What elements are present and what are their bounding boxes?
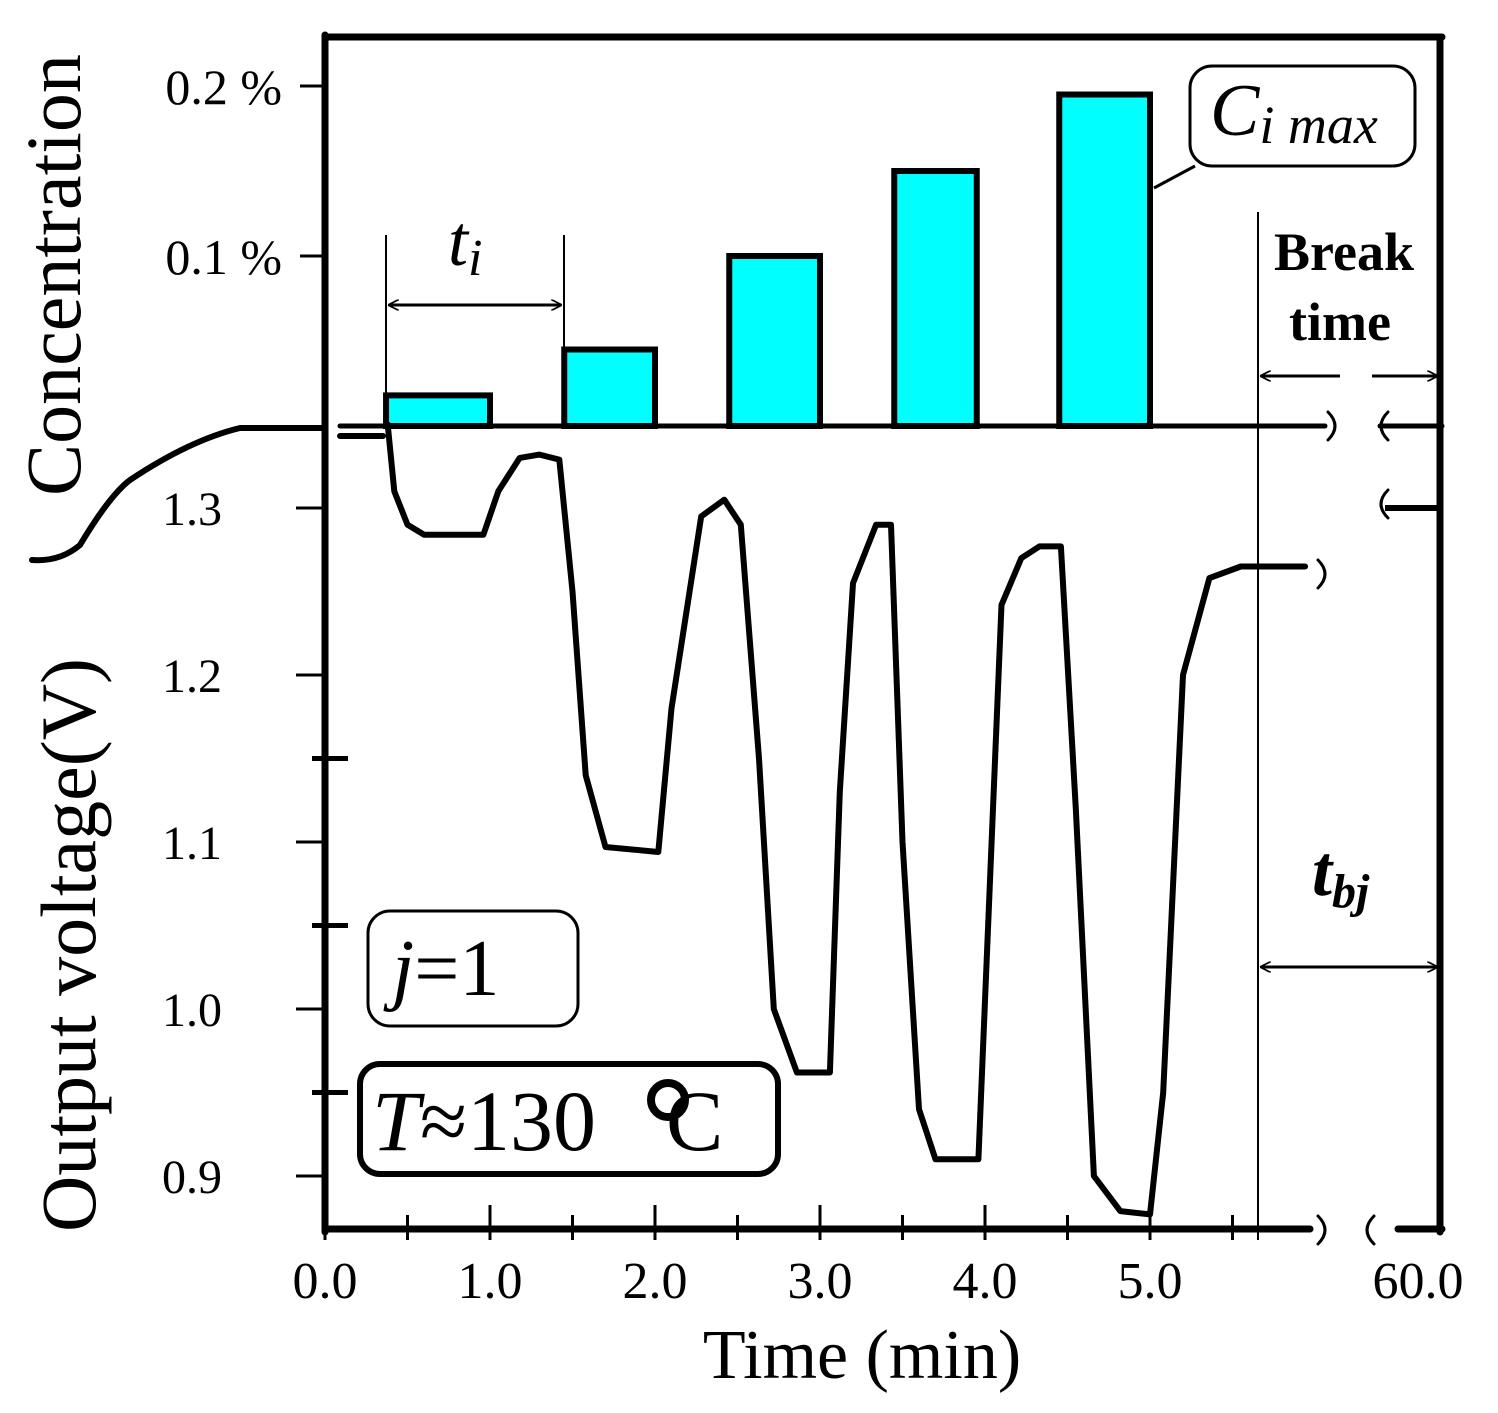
- temperature-label: T≈130 C: [372, 1073, 723, 1169]
- tbj-label-main: t: [1312, 831, 1334, 911]
- concentration-axis-title: Concentration: [10, 54, 97, 496]
- j-label-value: =1: [414, 925, 499, 1013]
- cmax-label-box: [1188, 64, 1417, 168]
- x-axis-title: Time (min): [703, 1317, 1021, 1394]
- concentration-bar: [383, 392, 493, 429]
- break-mark-bottom-left: [1316, 1214, 1327, 1246]
- x-tick-label: 60.0: [1373, 1253, 1464, 1310]
- break-mark-bottom-right: [1365, 1214, 1376, 1246]
- ti-label: ti: [448, 201, 482, 287]
- break-mark-top-right: [1379, 410, 1390, 442]
- break-mark-top-left: [1326, 410, 1337, 442]
- y-tick-label: 0.9: [162, 1151, 222, 1204]
- pre-baseline-curve: [29, 425, 386, 564]
- break-time-label-1: Break: [1274, 222, 1414, 282]
- cmax-leader: [1153, 164, 1196, 190]
- y-tick-label: 1.2: [162, 650, 222, 703]
- concentration-ticks: 0.2 % 0.1 %: [165, 59, 325, 285]
- concentration-bars: [383, 91, 1153, 429]
- x-tick-label: 1.0: [458, 1253, 523, 1310]
- concentration-bar: [726, 253, 823, 429]
- y-ticks: 1.3 1.2 1.1 1.0 0.9: [162, 483, 348, 1204]
- y-tick-label: 1.3: [162, 483, 222, 536]
- ti-label-main: t: [448, 201, 470, 281]
- x-tick-label: 2.0: [623, 1253, 688, 1310]
- break-mark-curve-left: [1316, 558, 1327, 590]
- concentration-bar: [891, 168, 980, 429]
- concentration-tick-label: 0.2 %: [165, 59, 282, 115]
- y-tick-label: 1.1: [162, 817, 222, 870]
- temperature-var: T: [372, 1073, 425, 1169]
- j-label: j=1: [383, 925, 499, 1013]
- temperature-value: ≈130: [420, 1073, 596, 1169]
- x-tick-label: 0.0: [293, 1253, 358, 1310]
- voltage-line: [384, 421, 1309, 1218]
- cmax-label: Ci max: [1210, 70, 1378, 155]
- x-tick-label: 4.0: [953, 1253, 1018, 1310]
- x-tick-label: 3.0: [788, 1253, 853, 1310]
- y-axis-title: Output voltage(V): [25, 658, 112, 1232]
- concentration-bar: [1056, 91, 1153, 429]
- break-time-label-2: time: [1289, 292, 1391, 352]
- concentration-bar: [561, 346, 658, 429]
- ti-label-sub: i: [468, 230, 482, 287]
- y-tick-label: 1.0: [162, 984, 222, 1037]
- cmax-label-sub: i max: [1259, 95, 1378, 155]
- concentration-tick-label: 0.1 %: [165, 229, 282, 285]
- tbj-label-sub: bj: [1332, 865, 1370, 918]
- cmax-label-main: C: [1210, 70, 1261, 152]
- x-tick-label: 5.0: [1118, 1253, 1183, 1310]
- tbj-label: tbj: [1312, 831, 1370, 918]
- temperature-label-box: [357, 1061, 781, 1177]
- j-label-box: [366, 909, 580, 1028]
- break-mark-curve-right: [1379, 488, 1390, 520]
- ti-annotation: [385, 235, 565, 420]
- degree-symbol: [647, 1079, 689, 1121]
- x-ticks: 0.0 1.0 2.0 3.0 4.0 5.0 60.0: [293, 1205, 1464, 1310]
